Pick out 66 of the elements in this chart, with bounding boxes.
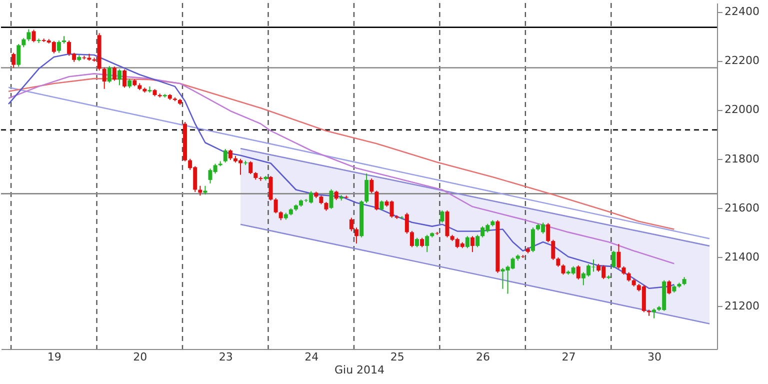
candlestick: [652, 308, 656, 319]
candlestick: [334, 190, 338, 201]
candlestick: [470, 236, 474, 253]
candlestick: [612, 250, 616, 269]
candlestick: [274, 198, 278, 214]
candlestick: [546, 222, 550, 243]
x-tick-label: 25: [390, 350, 404, 364]
y-tick-label: 21200: [724, 300, 760, 313]
y-tick-label: 22200: [724, 54, 760, 68]
candlestick: [414, 237, 419, 248]
candlestick: [329, 188, 334, 210]
x-axis-title: Giu 2014: [334, 364, 385, 376]
candlestick: [26, 28, 31, 42]
candlestick: [102, 67, 106, 90]
candlestick: [576, 264, 580, 280]
candlestick: [22, 38, 26, 48]
candlestick: [364, 173, 369, 204]
candlestick: [128, 78, 132, 89]
candlestick: [556, 256, 560, 268]
candlestick: [349, 217, 354, 232]
candlestick: [12, 52, 16, 68]
candlestick: [440, 210, 444, 224]
candlestick: [67, 40, 72, 56]
candlestick: [616, 243, 621, 270]
y-tick-label: 22400: [724, 5, 760, 18]
candlestick: [404, 212, 409, 234]
candlestick: [551, 239, 556, 260]
candlestick: [122, 69, 127, 88]
line-series: [8, 73, 675, 264]
candlestick: [117, 68, 122, 86]
candlestick: [268, 176, 273, 202]
candlestick: [107, 66, 112, 84]
candlestick: [112, 66, 116, 82]
candlestick: [248, 160, 253, 175]
candlestick: [530, 227, 535, 253]
x-tick-label: 23: [218, 350, 233, 364]
y-tick-label: 21800: [724, 152, 760, 166]
x-tick-label: 30: [648, 350, 662, 364]
candlestick: [476, 234, 480, 248]
candlestick: [354, 227, 358, 244]
candlestick: [72, 52, 76, 62]
candlestick: [228, 149, 232, 161]
candlestick: [626, 272, 631, 282]
x-tick-label: 27: [562, 350, 576, 364]
candlestick: [370, 178, 374, 194]
y-tick-label: 22000: [724, 103, 760, 116]
candlestick: [374, 190, 379, 211]
y-tick-label: 21400: [724, 250, 760, 264]
x-tick-label: 19: [47, 350, 62, 364]
candlestick: [425, 234, 430, 253]
x-tick-label: 20: [133, 350, 148, 364]
candlestick: [380, 200, 384, 211]
candlestick: [32, 29, 36, 43]
x-tick-label: 24: [304, 350, 319, 364]
candlestick: [410, 230, 414, 248]
candlestick: [198, 185, 202, 196]
candlestick: [56, 40, 61, 54]
x-tick-label: 26: [476, 350, 490, 364]
candlestick: [465, 236, 470, 249]
line-series: [8, 78, 675, 230]
candlestick: [420, 237, 424, 248]
candlestick: [561, 264, 566, 276]
candlestick: [667, 280, 672, 295]
y-tick-label: 21600: [724, 201, 760, 214]
candlestick: [16, 43, 21, 68]
candlestick: [223, 148, 228, 164]
